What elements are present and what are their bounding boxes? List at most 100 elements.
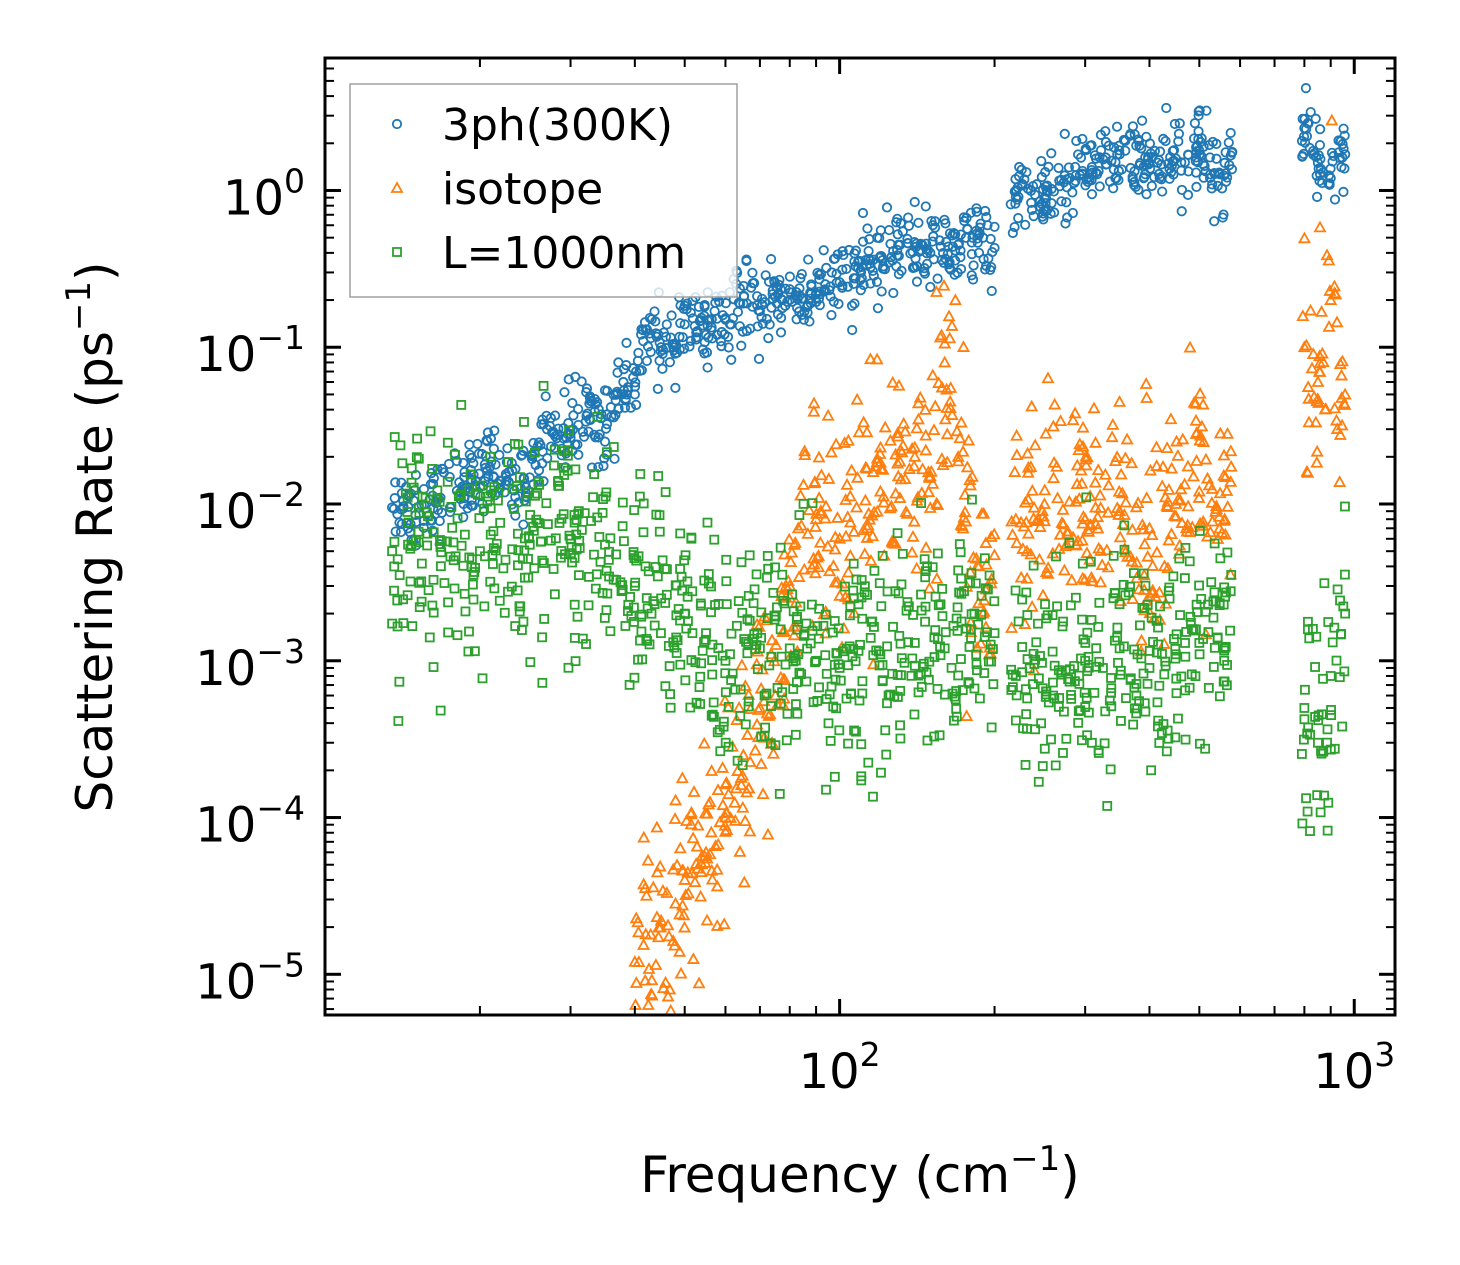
data-point [1017,642,1028,652]
data-point [1333,428,1347,440]
data-point [1012,194,1023,205]
data-point [1180,734,1191,745]
data-point [1311,631,1322,642]
data-point [821,784,831,795]
data-point [402,507,413,517]
data-point [838,249,849,261]
data-point [821,539,835,552]
data-point [759,297,770,308]
data-point [436,463,448,475]
data-point [706,607,716,618]
data-point [849,725,860,736]
data-point [1194,649,1205,660]
data-point [1049,693,1060,704]
data-point [1121,693,1131,703]
data-point [966,550,980,563]
data-point [921,667,932,678]
data-point [931,498,945,511]
data-point [435,535,445,545]
data-point [895,686,906,696]
data-point [1026,197,1037,208]
data-point [1171,492,1185,505]
data-point [1100,706,1111,717]
data-point [1170,732,1181,743]
y-tick-label: 100 [223,161,305,226]
data-point [633,551,644,562]
data-point [774,788,785,799]
data-point [1194,526,1205,536]
data-point [923,501,937,513]
data-point [427,464,438,474]
data-point [1322,253,1336,266]
data-point [1106,687,1116,698]
data-point [718,716,729,727]
data-point [922,581,936,594]
data-point [1333,135,1344,146]
data-point [841,510,855,523]
data-point [951,454,965,467]
data-point [870,352,884,365]
data-point [1226,570,1237,580]
data-point [788,653,799,663]
data-point [542,453,553,464]
data-point [1135,518,1149,530]
data-point [1329,413,1344,426]
data-point [514,606,525,617]
data-point [1301,131,1313,142]
data-point [458,457,469,469]
data-point [762,613,773,624]
data-point [513,528,523,539]
data-point [1317,177,1328,189]
data-point [660,331,672,342]
data-point [843,548,857,561]
data-point [686,532,697,543]
data-point [706,581,716,592]
data-point [1141,189,1152,200]
data-point [619,536,629,547]
data-point [1313,220,1327,233]
data-point [775,327,787,338]
data-point [964,642,975,652]
data-point [892,528,903,539]
y-axis-label: Scattering Rate (ps−1) [59,261,124,812]
data-point [687,628,698,639]
data-point [1125,522,1139,535]
data-point [641,853,655,866]
data-point [1153,715,1164,726]
data-point [940,427,954,440]
data-point [485,451,496,462]
data-point [769,610,780,621]
data-point [1217,212,1228,223]
data-point [1021,492,1035,505]
data-point [812,450,826,463]
data-point [831,277,842,288]
data-point [957,510,971,523]
data-point [769,638,783,650]
data-point [389,432,400,442]
data-point [1062,494,1076,507]
data-point [1086,189,1098,200]
data-point [1222,172,1233,183]
data-point [811,655,821,666]
data-point [611,549,622,560]
data-point [896,579,907,590]
data-point [1053,527,1067,540]
data-point [695,849,709,862]
data-point [764,319,775,330]
data-point [927,236,938,247]
data-point [954,415,968,428]
data-point [570,371,581,382]
data-point [813,535,827,548]
data-point [814,300,825,311]
data-point [747,267,758,278]
data-point [1085,556,1096,567]
data-point [1313,737,1323,748]
data-point [837,280,848,291]
data-point [483,471,494,482]
data-point [1340,569,1350,580]
data-point [668,339,679,350]
data-point [537,632,547,643]
data-point [919,268,931,279]
data-point [828,253,840,265]
